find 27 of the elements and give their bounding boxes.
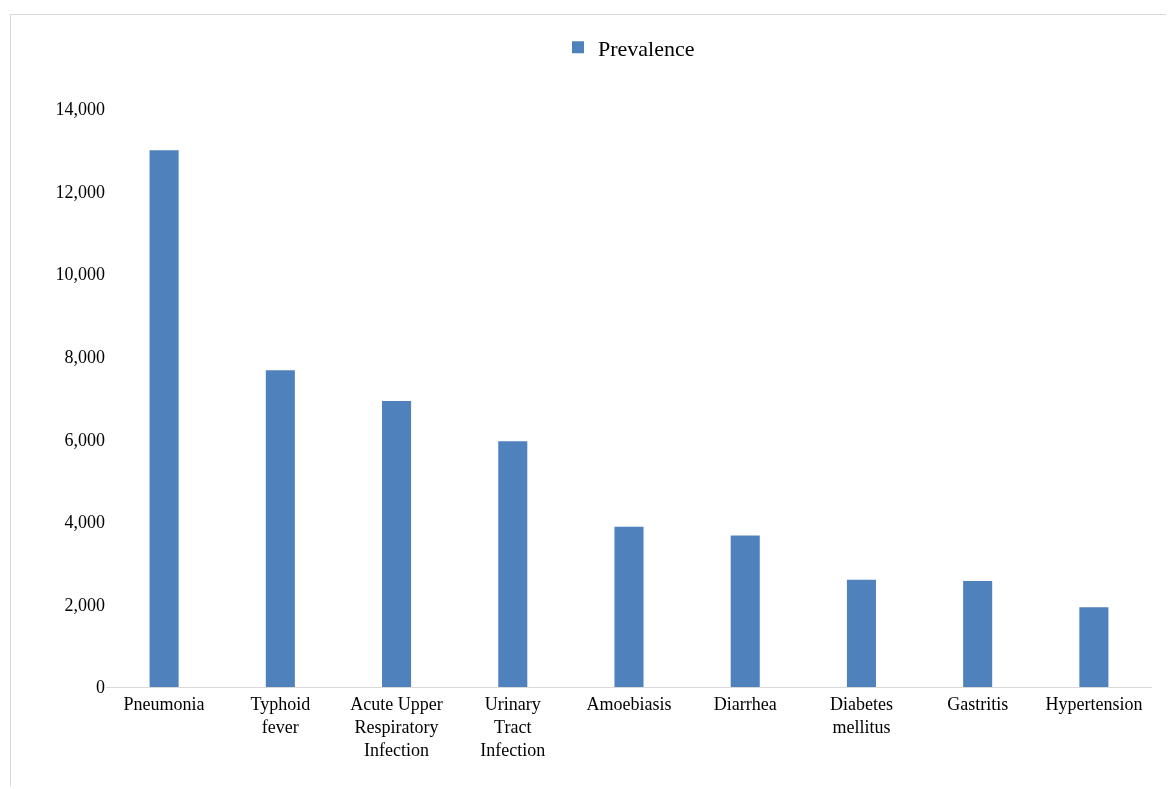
y-tick-label: 10,000 — [55, 264, 105, 285]
y-tick-label: 2,000 — [64, 594, 105, 615]
bar — [963, 580, 993, 687]
y-tick-label: 12,000 — [55, 181, 105, 202]
x-tick-label: Acute Upper Respiratory Infection — [350, 693, 443, 761]
x-tick-label: Hypertension — [1045, 693, 1143, 714]
bar — [730, 535, 760, 687]
y-tick-label: 14,000 — [55, 99, 105, 120]
x-tick-label: Diabetes mellitus — [829, 693, 893, 737]
legend-label: Prevalence — [598, 35, 695, 61]
x-tick-label: Diarrhea — [713, 693, 777, 714]
x-tick-label: Amoebiasis — [586, 693, 672, 714]
x-tick-label: Typhoid fever — [250, 693, 311, 737]
bar — [614, 526, 644, 687]
y-tick-label: 0 — [96, 677, 105, 698]
bar — [1079, 607, 1109, 687]
y-tick-label: 4,000 — [64, 512, 105, 533]
bar — [846, 579, 876, 687]
x-tick-label: Pneumonia — [123, 693, 205, 714]
bar — [149, 150, 179, 687]
x-tick-label: Urinary Tract Infection — [480, 693, 546, 761]
bar — [498, 441, 528, 687]
x-tick-label: Gastritis — [947, 693, 1009, 714]
y-tick-label: 8,000 — [64, 347, 105, 368]
bar — [382, 400, 412, 687]
y-tick-label: 6,000 — [64, 429, 105, 450]
bar — [265, 370, 295, 687]
